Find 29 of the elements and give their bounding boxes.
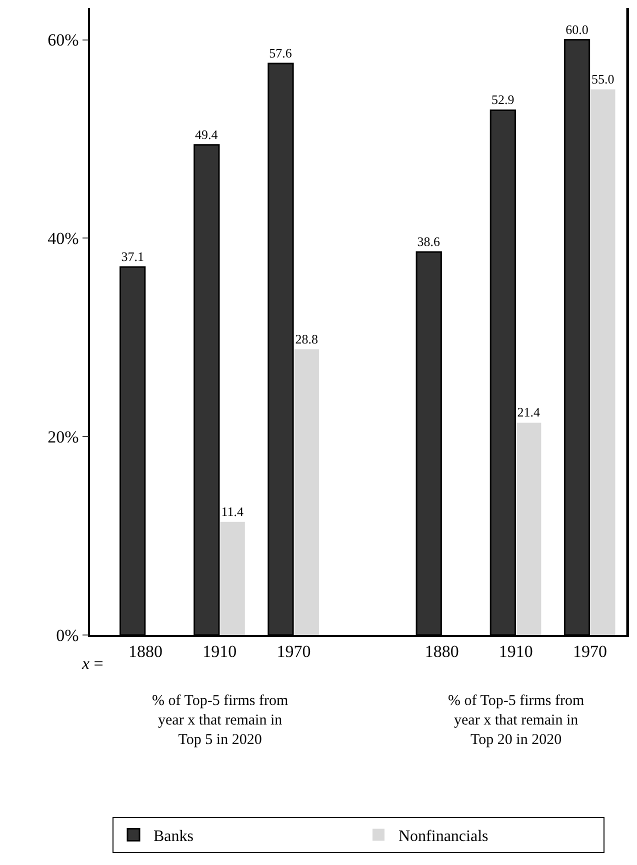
data-label: 21.4 bbox=[517, 404, 540, 420]
text: % of Top-5 firms from year x that remain in Top 20 in 2020 bbox=[448, 693, 584, 748]
data-label: 11.4 bbox=[221, 504, 244, 519]
x-tick-label: 1910 bbox=[498, 642, 533, 662]
data-label: 57.6 bbox=[269, 46, 292, 61]
data-label: 28.8 bbox=[295, 331, 318, 346]
y-tick-label: 0% bbox=[56, 626, 79, 645]
legend-label: Banks bbox=[154, 828, 194, 845]
bar bbox=[220, 522, 245, 635]
x-tick-label: 1970 bbox=[572, 642, 607, 662]
legend-label: Nonfinancials bbox=[398, 828, 488, 845]
data-label: 55.0 bbox=[592, 71, 614, 86]
x-tick-label: 1880 bbox=[424, 642, 459, 662]
bar bbox=[294, 349, 319, 635]
x-tick-label: 1910 bbox=[202, 642, 237, 662]
bar bbox=[516, 422, 542, 635]
data-label: 52.9 bbox=[492, 92, 514, 108]
text: % of Top-5 firms from year x that remain in Top 5 in 2020 bbox=[152, 693, 288, 748]
y-tick-label: 20% bbox=[48, 428, 79, 447]
y-tick-label: 40% bbox=[48, 229, 79, 248]
y-tick-label: 60% bbox=[48, 30, 79, 50]
text: x = bbox=[81, 654, 104, 673]
data-label: 60.0 bbox=[566, 22, 588, 37]
x-tick-label: 1970 bbox=[276, 642, 311, 662]
data-label: 49.4 bbox=[195, 126, 218, 142]
x-tick-label: 1880 bbox=[128, 642, 163, 662]
data-label: 38.6 bbox=[417, 234, 440, 250]
bar bbox=[590, 89, 616, 635]
data-label: 37.1 bbox=[121, 248, 144, 264]
